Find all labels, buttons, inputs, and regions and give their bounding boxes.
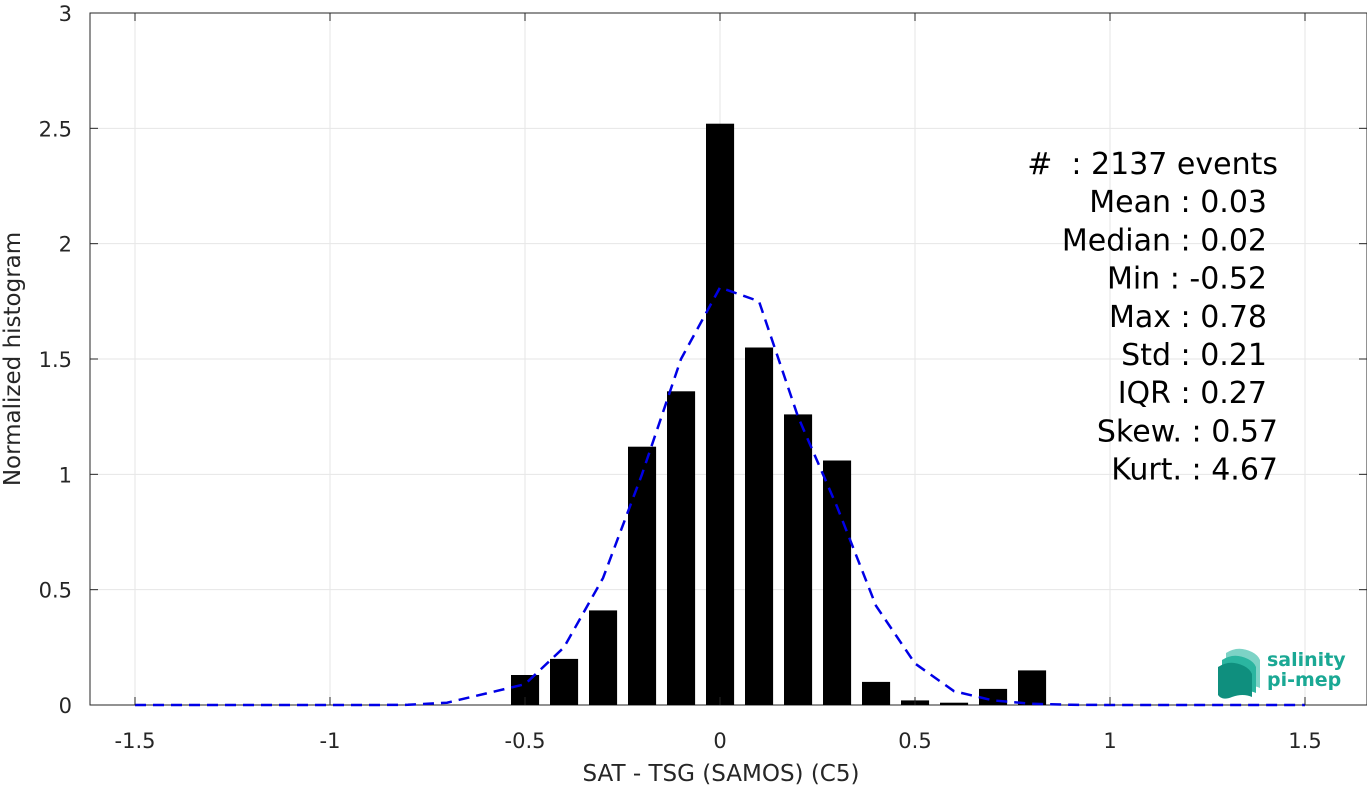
- y-tick-label-0: 0: [59, 694, 72, 718]
- x-tick-label-6: 1.5: [1288, 729, 1321, 753]
- histogram-bar-8: [823, 460, 852, 705]
- salinity-pi-mep-logo: salinity pi-mep: [1218, 648, 1346, 699]
- histogram-bar-7: [784, 414, 813, 705]
- stats-line-6: IQR : 0.27: [1118, 376, 1267, 411]
- y-axis-ticks: 0 0.5 1 1.5 2 2.5 3: [39, 2, 1367, 718]
- x-tick-label-1: -1: [320, 729, 341, 753]
- y-tick-label-5: 2.5: [39, 117, 72, 141]
- stats-line-3: Min : -0.52: [1107, 262, 1267, 297]
- stats-line-2: Median : 0.02: [1062, 223, 1267, 258]
- histogram-bar-1: [550, 658, 579, 705]
- x-axis-ticks: -1.5 -1 -0.5 0 0.5 1 1.5: [115, 13, 1322, 753]
- histogram-bar-4: [667, 391, 696, 705]
- logo-text-line2: pi-mep: [1267, 669, 1341, 691]
- x-axis-label: SAT - TSG (SAMOS) (C5): [583, 761, 860, 785]
- y-tick-label-2: 1: [59, 463, 72, 487]
- stats-line-0: # : 2137 events: [1027, 147, 1278, 182]
- x-tick-label-5: 1: [1103, 729, 1116, 753]
- y-tick-label-4: 2: [59, 233, 72, 257]
- logo-mark-icon: [1218, 648, 1260, 699]
- x-tick-label-2: -0.5: [505, 729, 546, 753]
- stats-line-4: Max : 0.78: [1109, 300, 1267, 335]
- stats-line-8: Kurt. : 4.67: [1111, 453, 1278, 488]
- x-tick-label-3: 0: [713, 729, 726, 753]
- x-tick-label-4: 0.5: [898, 729, 931, 753]
- histogram-bar-3: [628, 446, 657, 705]
- histogram-bar-11: [940, 702, 969, 705]
- histogram-bar-2: [589, 610, 618, 705]
- stats-line-7: Skew. : 0.57: [1097, 414, 1278, 449]
- stats-line-5: Std : 0.21: [1121, 338, 1267, 373]
- stats-line-1: Mean : 0.03: [1089, 185, 1267, 220]
- histogram-bar-9: [862, 681, 891, 705]
- logo-text-line1: salinity: [1267, 649, 1346, 671]
- logo-wave-front: [1218, 662, 1252, 699]
- y-tick-label-1: 0.5: [39, 579, 72, 603]
- y-tick-label-3: 1.5: [39, 348, 72, 372]
- histogram-bars: [511, 123, 1047, 705]
- histogram-bar-13: [1018, 670, 1047, 705]
- y-tick-label-6: 3: [59, 2, 72, 26]
- y-axis-label: Normalized histogram: [0, 232, 26, 486]
- histogram-bar-5: [706, 123, 735, 705]
- histogram-bar-6: [745, 347, 774, 705]
- x-tick-label-0: -1.5: [115, 729, 156, 753]
